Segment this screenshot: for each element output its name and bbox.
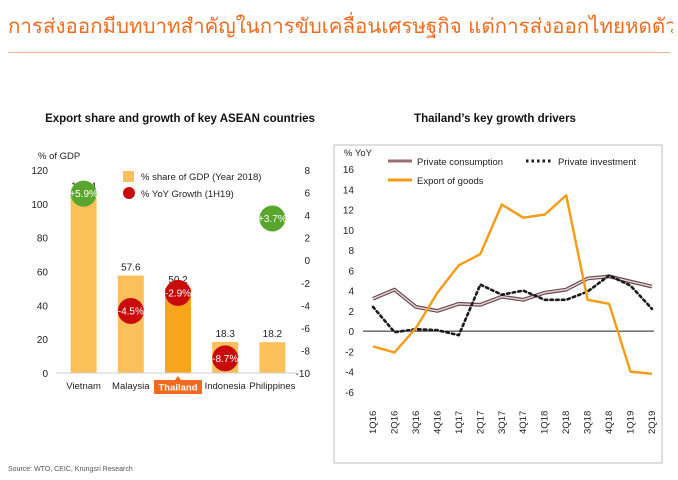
legend-swatch-share [123,171,134,182]
right-x-tick-2q19: 2Q19 [647,411,658,434]
right-y-tick-10: -4 [345,368,354,379]
left-y-tick-0: 0 [42,369,48,380]
bar-label-indonesia: 18.3 [215,329,235,340]
right-y-tick-0: 16 [343,165,355,176]
right-x-tick-2q18: 2Q18 [561,411,572,434]
right-x-tick-4q16: 4Q16 [432,411,443,434]
left-y2-tick-1: 6 [304,189,310,200]
right-x-tick-1q17: 1Q17 [454,411,465,434]
left-y2-tick-0: 8 [304,166,310,177]
left-y-tick-2: 40 [37,301,49,312]
right-y-tick-9: -2 [345,347,354,358]
left-chart-title: Export share and growth of key ASEAN cou… [45,113,315,125]
growth-bubble-philippines [259,205,286,232]
left-y2-tick-3: 2 [304,234,310,245]
right-y-tick-2: 12 [343,206,355,217]
growth-bubble-thailand [165,279,191,306]
left-y2-tick-8: -8 [301,346,310,357]
left-y-tick-5: 100 [31,200,48,211]
growth-bubble-indonesia [212,345,239,372]
left-y-axis-label: % of GDP [38,151,80,162]
legend-label-share: % share of GDP (Year 2018) [141,172,261,183]
series-line-private-investment [371,274,654,337]
series-line-private-consumption [372,275,653,312]
left-y2-tick-7: -6 [301,324,310,335]
bar-label-philippines: 18.2 [263,329,283,340]
growth-label-indonesia: -8.7% [212,354,238,365]
left-y2-tick-6: -4 [301,301,310,312]
right-x-tick-2q17: 2Q17 [475,411,486,434]
right-chart-frame [333,144,663,464]
left-y2-tick-4: 0 [304,256,310,267]
left-y2-tick-9: -10 [296,369,311,380]
right-x-tick-4q17: 4Q17 [518,411,529,434]
right-legend: Private consumption Private investment E… [388,157,637,187]
bar-vietnam [70,194,97,373]
right-y-tick-3: 10 [343,226,355,237]
left-y2-tick-5: -2 [301,279,310,290]
right-x-tick-3q17: 3Q17 [497,411,508,434]
right-x-tick-1q18: 1Q18 [540,411,551,434]
source-note: Source: WTO, CEIC, Krungsri Research [8,466,133,473]
left-y-tick-4: 80 [37,234,49,245]
category-label-malaysia: Malaysia [112,381,150,392]
right-chart-title: Thailand’s key growth drivers [414,113,576,125]
left-y-tick-1: 20 [37,335,49,346]
left-y2-tick-2: 4 [304,211,310,222]
bar-malaysia [117,275,144,373]
category-label-thailand: Thailand [158,383,197,394]
legend-label-growth: % YoY Growth (1H19) [141,189,234,200]
highlight-tab [154,376,202,394]
left-y-tick-6: 120 [31,166,48,177]
left-legend: % share of GDP (Year 2018) % YoY Growth … [123,171,261,200]
bar-philippines [259,342,286,373]
legend-label-consumption: Private consumption [417,157,503,168]
right-y-tick-6: 4 [348,287,354,298]
growth-label-philippines: +3.7% [258,214,287,225]
right-x-tick-1q16: 1Q16 [368,411,379,434]
growth-label-vietnam: +5.9% [69,189,98,200]
right-y-tick-8: 0 [348,327,354,338]
headline-divider [8,52,670,53]
export-share-chart: Export share and growth of key ASEAN cou… [31,113,315,394]
category-label-indonesia: Indonesia [205,381,247,392]
left-y-tick-3: 60 [37,268,49,279]
growth-bubble-malaysia [117,297,144,324]
right-y-tick-5: 6 [348,266,354,277]
page-headline: การส่งออกมีบทบาทสำคัญในการขับเคลื่อนเศรษ… [8,14,673,38]
category-label-philippines: Philippines [249,381,295,392]
right-x-tick-3q16: 3Q16 [411,411,422,434]
legend-swatch-growth [123,187,135,199]
right-x-tick-2q16: 2Q16 [389,411,400,434]
category-label-vietnam: Vietnam [66,381,101,392]
right-y-tick-1: 14 [343,185,355,196]
right-y-tick-7: 2 [348,307,354,318]
right-x-tick-3q18: 3Q18 [583,411,594,434]
growth-label-thailand: -2.9% [165,288,191,299]
legend-label-investment: Private investment [558,157,637,168]
growth-label-malaysia: -4.5% [118,306,144,317]
right-y-axis-label: % YoY [344,148,373,159]
right-y-tick-11: -6 [345,388,354,399]
growth-bubble-vietnam [70,180,97,207]
series-line-export-of-goods [372,194,653,375]
bar-label-malaysia: 57.6 [121,263,141,274]
right-y-tick-4: 8 [348,246,354,257]
right-x-tick-1q19: 1Q19 [626,411,637,434]
legend-label-exports: Export of goods [417,176,484,187]
right-x-tick-4q18: 4Q18 [604,411,615,434]
growth-drivers-chart: Thailand’s key growth drivers % YoY 16 14… [333,113,663,464]
